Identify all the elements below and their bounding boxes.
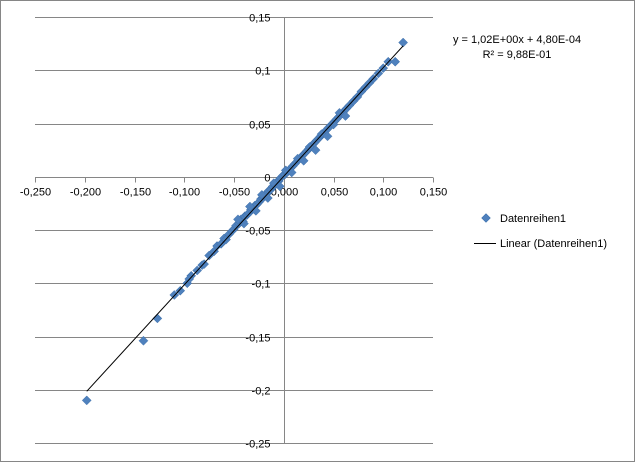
- legend-label-series: Datenreihen1: [500, 213, 566, 225]
- y-tick-label: 0,1: [255, 66, 270, 78]
- y-tick-label: -0,05: [245, 226, 270, 238]
- data-point: [138, 335, 149, 346]
- data-point: [175, 285, 186, 296]
- x-tick-label: -0,200: [70, 187, 101, 199]
- data-point: [245, 201, 255, 212]
- x-tick-label: -0,250: [20, 187, 51, 199]
- y-tick-label: -0,25: [245, 439, 270, 451]
- gridlines: [35, 17, 433, 444]
- legend-marker-series: [481, 213, 491, 223]
- x-tick-label: 0,150: [420, 187, 448, 199]
- legend-label-trendline: Linear (Datenreihen1): [500, 238, 607, 250]
- data-point: [239, 218, 249, 229]
- x-tick-label: 0,000: [271, 187, 299, 199]
- y-tick-label: 0: [264, 173, 270, 185]
- x-tick-label: -0,050: [219, 187, 250, 199]
- x-tick-label: 0,100: [370, 187, 398, 199]
- x-tick-label: 0,050: [321, 187, 349, 199]
- trendline: [86, 45, 404, 392]
- data-point: [328, 119, 339, 130]
- trendline-r-squared: R² = 9,88E-01: [483, 49, 552, 61]
- x-tick-label: -0,150: [120, 187, 151, 199]
- y-tick-label: 0,15: [249, 13, 270, 25]
- data-point: [81, 395, 92, 406]
- data-point: [340, 111, 351, 121]
- legend: Datenreihen1 Linear (Datenreihen1): [474, 213, 607, 250]
- data-point: [310, 145, 321, 155]
- trendline-equation: y = 1,02E+00x + 4,80E-04: [453, 34, 581, 46]
- data-point: [274, 181, 285, 192]
- data-point: [322, 131, 333, 142]
- x-tick-label: -0,100: [169, 187, 200, 199]
- data-point: [390, 56, 401, 67]
- y-tick-label: -0,2: [252, 386, 271, 398]
- data-point: [298, 155, 309, 166]
- y-tick-label: -0,15: [245, 333, 270, 345]
- data-point: [233, 214, 243, 225]
- y-tick-label: 0,05: [249, 120, 270, 132]
- data-point: [398, 37, 409, 48]
- y-tick-label: -0,1: [252, 279, 271, 291]
